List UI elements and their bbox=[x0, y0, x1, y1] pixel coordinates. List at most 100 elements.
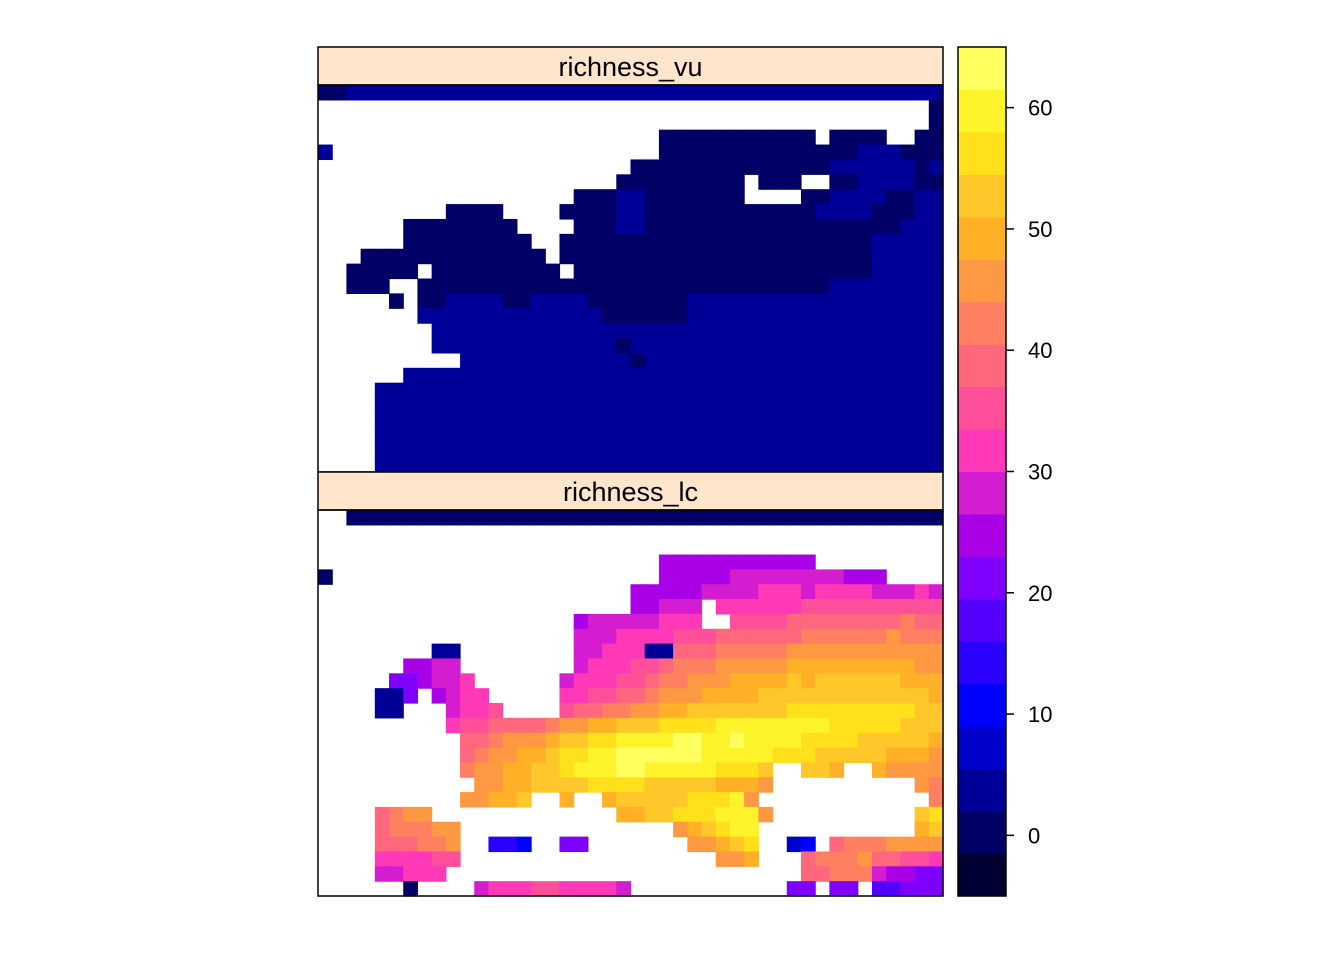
raster-cell bbox=[687, 263, 703, 280]
raster-cell bbox=[616, 881, 632, 897]
raster-cell bbox=[928, 352, 944, 369]
raster-cell bbox=[602, 717, 617, 734]
raster-cell bbox=[758, 732, 774, 749]
raster-cell bbox=[815, 457, 830, 473]
raster-cell bbox=[843, 673, 859, 689]
raster-cell bbox=[928, 732, 944, 749]
raster-cell bbox=[630, 218, 646, 235]
raster-cell bbox=[857, 174, 873, 190]
raster-cell bbox=[715, 338, 731, 354]
raster-cell bbox=[829, 159, 845, 175]
raster-cell bbox=[914, 174, 930, 190]
raster-cell bbox=[857, 278, 873, 294]
raster-cell bbox=[587, 352, 603, 369]
raster-cell bbox=[815, 643, 830, 660]
raster-cell bbox=[502, 308, 518, 324]
raster-cell bbox=[744, 367, 759, 384]
raster-cell bbox=[644, 85, 660, 101]
raster-cell bbox=[602, 278, 617, 294]
raster-cell bbox=[502, 442, 518, 458]
raster-cell bbox=[928, 442, 944, 458]
raster-cell bbox=[658, 688, 674, 704]
raster-cell bbox=[616, 85, 632, 101]
raster-cell bbox=[630, 777, 646, 793]
raster-cell bbox=[829, 218, 845, 235]
raster-cell bbox=[900, 584, 916, 600]
raster-cell bbox=[758, 338, 774, 354]
raster-cell bbox=[445, 248, 461, 265]
raster-cell bbox=[417, 673, 433, 689]
raster-cell bbox=[630, 762, 646, 778]
raster-cell bbox=[715, 510, 731, 526]
raster-cell bbox=[374, 397, 390, 414]
raster-cell bbox=[701, 510, 717, 526]
raster-cell bbox=[715, 836, 731, 853]
raster-cell bbox=[488, 218, 504, 235]
raster-cell bbox=[815, 218, 830, 235]
raster-cell bbox=[488, 352, 504, 369]
raster-cell bbox=[545, 881, 561, 897]
raster-cell bbox=[900, 613, 916, 630]
raster-cell bbox=[644, 367, 660, 384]
raster-cell bbox=[786, 836, 802, 853]
raster-cell bbox=[602, 732, 617, 749]
raster-cell bbox=[488, 427, 504, 443]
raster-cell bbox=[531, 85, 546, 101]
raster-cell bbox=[772, 599, 788, 615]
raster-cell bbox=[559, 703, 575, 719]
raster-cell bbox=[658, 218, 674, 235]
raster-cell bbox=[687, 412, 703, 428]
raster-cell bbox=[715, 658, 731, 674]
raster-cell bbox=[928, 129, 944, 146]
raster-cell bbox=[744, 144, 759, 161]
raster-cell bbox=[900, 851, 916, 867]
raster-cell bbox=[786, 174, 802, 190]
raster-cell bbox=[886, 599, 901, 615]
raster-cell bbox=[587, 367, 603, 384]
raster-cell bbox=[871, 323, 887, 339]
raster-cell bbox=[729, 248, 745, 265]
raster-cell bbox=[829, 658, 845, 674]
raster-cell bbox=[687, 293, 703, 309]
raster-cell bbox=[786, 159, 802, 175]
raster-cell bbox=[616, 613, 632, 630]
raster-cell bbox=[744, 248, 759, 265]
raster-cell bbox=[673, 218, 688, 235]
raster-cell bbox=[900, 367, 916, 384]
raster-cell bbox=[516, 412, 532, 428]
raster-cell bbox=[488, 510, 504, 526]
raster-cell bbox=[800, 427, 816, 443]
raster-cell bbox=[616, 293, 632, 309]
raster-cell bbox=[545, 338, 561, 354]
raster-cell bbox=[630, 717, 646, 734]
raster-cell bbox=[772, 584, 788, 600]
raster-cell bbox=[843, 204, 859, 220]
raster-cell bbox=[602, 777, 617, 793]
raster-cell bbox=[729, 278, 745, 294]
raster-cell bbox=[389, 851, 404, 867]
raster-cell bbox=[829, 836, 845, 853]
raster-cell bbox=[900, 881, 916, 897]
raster-cell bbox=[673, 732, 688, 749]
raster-cell bbox=[829, 599, 845, 615]
raster-cell bbox=[744, 323, 759, 339]
raster-cell bbox=[460, 367, 475, 384]
raster-cell bbox=[687, 85, 703, 101]
raster-cell bbox=[871, 233, 887, 250]
raster-cell bbox=[928, 658, 944, 674]
raster-cell bbox=[715, 628, 731, 645]
raster-cell bbox=[673, 673, 688, 689]
raster-cell bbox=[687, 323, 703, 339]
raster-cell bbox=[673, 792, 688, 808]
raster-cell bbox=[701, 204, 717, 220]
colorkey-band bbox=[958, 556, 1006, 600]
raster-cell bbox=[658, 174, 674, 190]
raster-cell bbox=[729, 821, 745, 838]
raster-cell bbox=[673, 129, 688, 146]
raster-cell bbox=[914, 352, 930, 369]
raster-cell bbox=[374, 851, 390, 867]
raster-cell bbox=[403, 806, 419, 823]
raster-cell bbox=[431, 866, 447, 882]
raster-cell bbox=[928, 218, 944, 235]
raster-cell bbox=[772, 717, 788, 734]
